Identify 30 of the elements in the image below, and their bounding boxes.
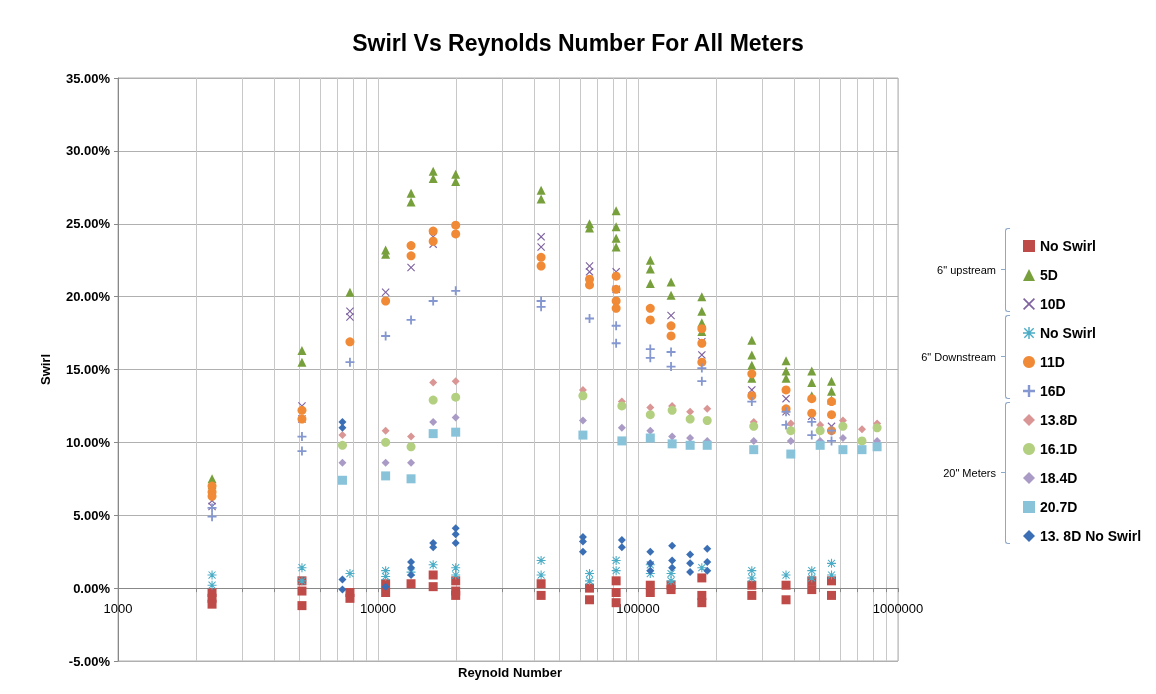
- legend-label: 10D: [1040, 296, 1066, 312]
- legend-label: No Swirl: [1040, 325, 1097, 341]
- text: 6" upstream: [937, 264, 996, 276]
- legend-label: 13.8D: [1040, 412, 1078, 428]
- legend-label: 16D: [1040, 383, 1066, 399]
- legend-label: No Swirl: [1040, 238, 1097, 254]
- y-tick-label: 25.00%: [65, 216, 111, 232]
- x-tick-label: 10000: [359, 601, 397, 617]
- chart-title: Swirl Vs Reynolds Number For All Meters: [352, 29, 804, 56]
- legend-label: 5D: [1040, 267, 1058, 283]
- y-tick-label: 30.00%: [65, 143, 111, 159]
- legend-label: 18.4D: [1040, 470, 1078, 486]
- x-tick-label: 1000: [103, 601, 133, 617]
- legend-label: 13. 8D No Swirl: [1040, 528, 1142, 544]
- x-tick-label: 100000: [616, 601, 660, 617]
- y-axis-title: Swirl: [38, 353, 53, 386]
- y-tick-label: 0.00%: [73, 580, 111, 596]
- legend-label: 20.7D: [1040, 499, 1078, 515]
- y-tick-label: 5.00%: [73, 507, 111, 523]
- text: 20" Meters: [943, 467, 997, 479]
- x-tick-label: 1000000: [872, 601, 924, 617]
- y-tick-label: 20.00%: [65, 289, 111, 305]
- y-tick-label: -5.00%: [68, 653, 111, 669]
- text: 6" Downstream: [921, 351, 996, 363]
- y-tick-label: 35.00%: [65, 70, 111, 86]
- y-tick-label: 10.00%: [65, 434, 111, 450]
- legend-label: 11D: [1040, 354, 1065, 370]
- y-tick-label: 15.00%: [65, 362, 111, 377]
- x-axis-title: Reynold Number: [458, 665, 563, 680]
- legend-label: 16.1D: [1040, 441, 1078, 457]
